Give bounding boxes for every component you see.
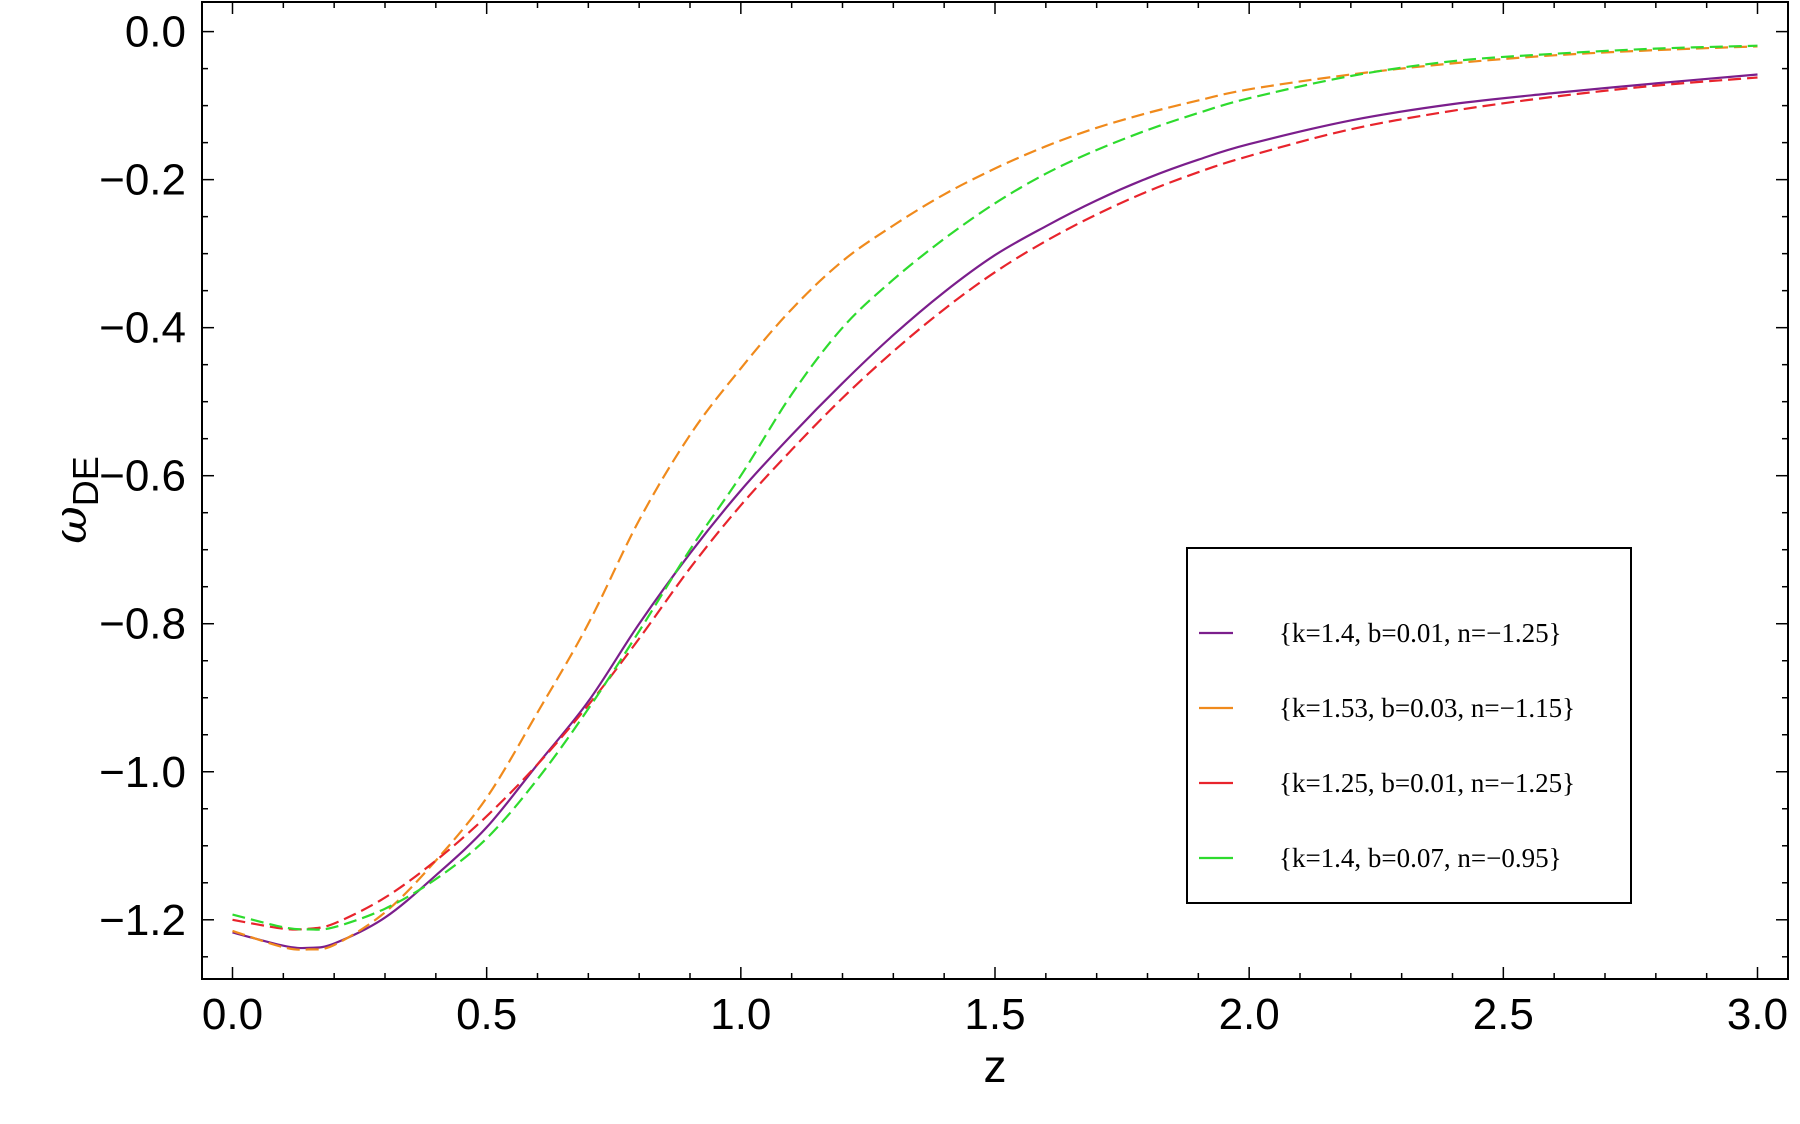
legend-label-4: {k=1.4, b=0.07, n=−0.95} [1279, 843, 1562, 873]
legend-label-1: {k=1.4, b=0.01, n=−1.25} [1279, 618, 1562, 648]
y-tick-label: −0.4 [99, 304, 186, 353]
y-tick-label: −0.2 [99, 156, 186, 205]
y-tick-label: −0.8 [99, 600, 186, 649]
x-tick-label: 0.5 [456, 990, 517, 1039]
x-tick-label: 2.5 [1473, 990, 1534, 1039]
x-tick-label: 3.0 [1727, 990, 1788, 1039]
y-axis-label-symbol: ω [43, 506, 97, 544]
series-line-1 [232, 73, 1758, 950]
legend-box [1186, 547, 1632, 904]
series-line-4 [232, 44, 1758, 931]
y-tick-label: −0.6 [99, 452, 186, 501]
legend-label-3: {k=1.25, b=0.01, n=−1.25} [1279, 768, 1575, 798]
y-tick-label: −1.0 [99, 748, 186, 797]
series-lines [232, 44, 1758, 951]
x-axis-label: z [984, 1040, 1007, 1092]
legend: {k=1.4, b=0.01, n=−1.25} {k=1.53, b=0.03,… [1186, 547, 1632, 904]
x-tick-label: 2.0 [1219, 990, 1280, 1039]
x-tick-label: 1.5 [964, 990, 1025, 1039]
y-tick-label: −1.2 [99, 896, 186, 945]
x-tick-label: 1.0 [710, 990, 771, 1039]
y-axis-label: ωDE [43, 456, 106, 544]
tick-labels: 0.0 0.5 1.0 1.5 2.0 2.5 3.0 0.0 −0.2 −0.4 −0.6 −0.8… [99, 8, 1788, 1039]
axis-ticks [202, 2, 1788, 979]
y-axis-label-subscript: DE [65, 456, 106, 506]
legend-label-2: {k=1.53, b=0.03, n=−1.15} [1279, 693, 1575, 723]
x-tick-label: 0.0 [202, 990, 263, 1039]
series-line-3 [232, 76, 1758, 931]
y-tick-label: 0.0 [125, 8, 186, 57]
